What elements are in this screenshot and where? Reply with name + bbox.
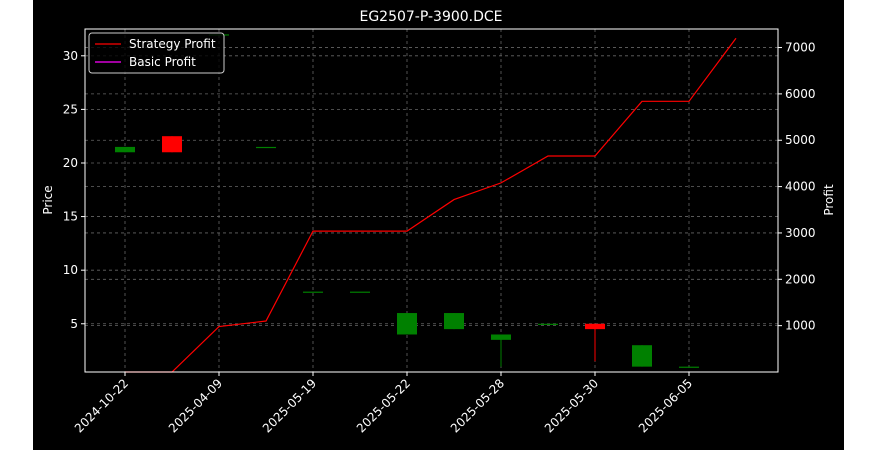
y-left-tick-label-20: 20 [63, 156, 78, 170]
candle-body-1 [162, 136, 182, 153]
candlesticks [115, 34, 699, 368]
profit-lines [125, 37, 737, 373]
y-right-tick-label-7000: 7000 [785, 41, 816, 55]
y-axis-left-label: Price [41, 185, 55, 214]
y-right-tick-label-4000: 4000 [785, 180, 816, 194]
candle-body-8 [491, 334, 511, 340]
y-right-tick-label-3000: 3000 [785, 226, 816, 240]
candle-body-6 [397, 313, 417, 335]
y-right-tick-label-2000: 2000 [785, 272, 816, 286]
candle-body-11 [632, 345, 652, 367]
y-axis-right-label: Profit [822, 184, 836, 216]
plot-frame [84, 28, 779, 373]
legend-box [88, 32, 225, 74]
legend-label-basic-profit: Basic Profit [129, 55, 196, 69]
candle-body-9 [538, 323, 558, 325]
series-line-strategy-profit [125, 37, 737, 373]
candle-body-7 [444, 313, 464, 330]
candle-body-3 [256, 146, 276, 149]
y-left-tick-label-10: 10 [63, 263, 78, 277]
y-left-tick-label-25: 25 [63, 102, 78, 116]
candle-body-10 [585, 323, 605, 330]
legend-label-strategy-profit: Strategy Profit [129, 37, 216, 51]
candle-body-4 [303, 291, 323, 293]
legend: Strategy Profit Basic Profit [88, 32, 225, 74]
chart-title: EG2507-P-3900.DCE [359, 9, 502, 25]
y-left-tick-label-5: 5 [70, 317, 78, 331]
candle-body-0 [115, 146, 135, 153]
y-right-tick-label-5000: 5000 [785, 133, 816, 147]
y-left-tick-label-30: 30 [63, 49, 78, 63]
y-right-tick-label-1000: 1000 [785, 319, 816, 333]
candle-body-5 [350, 291, 370, 293]
grid [85, 29, 778, 372]
candle-body-12 [679, 366, 699, 368]
y-left-tick-label-15: 15 [63, 210, 78, 224]
y-right-tick-label-6000: 6000 [785, 87, 816, 101]
